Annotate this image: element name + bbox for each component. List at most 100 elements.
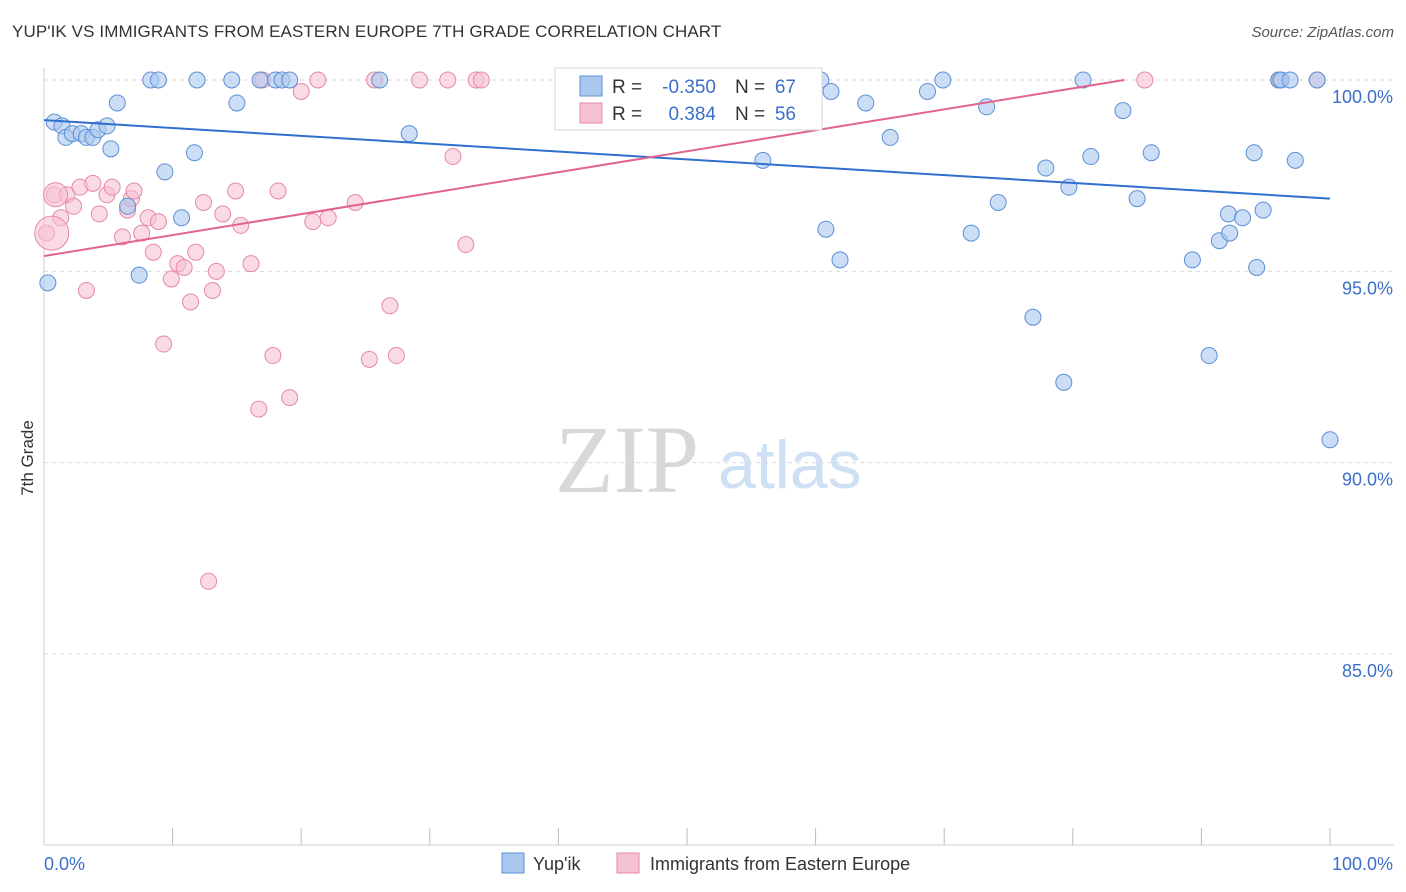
immigrants-trend-line — [43, 79, 1125, 258]
y-axis-tick-labels: 100.0% 95.0% 90.0% 85.0% — [1332, 87, 1393, 681]
stats-r-value-yupik: -0.350 — [662, 77, 716, 98]
immigrants-point-34 — [269, 182, 287, 200]
yupik-point-61 — [1254, 201, 1272, 219]
yupik-point-57 — [1221, 224, 1239, 242]
immigrants-point-24 — [187, 243, 205, 261]
y-tick-label-2: 90.0% — [1342, 470, 1393, 490]
yupik-point-37 — [857, 94, 875, 112]
stats-n-label-yupik: N = — [735, 77, 765, 98]
x-axis-ticks — [172, 828, 1331, 845]
immigrants-point-39 — [319, 209, 337, 227]
immigrants-point-22 — [175, 259, 193, 277]
immigrants-point-36 — [292, 82, 310, 100]
yupik-point-35 — [822, 82, 840, 100]
immigrants-point-48 — [457, 236, 475, 254]
stats-n-label-immigrants: N = — [735, 104, 765, 125]
immigrants-point-43 — [381, 297, 399, 315]
yupik-point-46 — [1055, 373, 1073, 391]
immigrants-point-32 — [250, 400, 268, 418]
immigrants-point-18 — [149, 213, 167, 231]
immigrants-point-28 — [214, 205, 232, 223]
yupik-point-58 — [1234, 209, 1252, 227]
yupik-point-20 — [223, 71, 241, 89]
immigrants-point-19 — [155, 335, 173, 353]
yupik-point-25 — [281, 71, 299, 89]
yupik-point-56 — [1219, 205, 1237, 223]
immigrants-point-46 — [439, 71, 457, 89]
immigrants-point-23 — [182, 293, 200, 311]
yupik-trend-line — [43, 119, 1331, 200]
yupik-point-16 — [156, 163, 174, 181]
yupik-point-59 — [1245, 144, 1263, 162]
yupik-point-34 — [817, 220, 835, 238]
immigrants-point-7 — [84, 174, 102, 192]
yupik-point-53 — [1183, 251, 1201, 269]
stats-n-value-yupik: 67 — [775, 77, 796, 98]
yupik-point-13 — [130, 266, 148, 284]
immigrants-point-47 — [444, 148, 462, 166]
yupik-point-12 — [119, 197, 137, 215]
immigrants-point-10 — [103, 178, 121, 196]
y-axis-label: 7th Grade — [18, 420, 37, 496]
immigrants-point-50 — [472, 71, 490, 89]
yupik-point-21 — [228, 94, 246, 112]
stats-swatch-yupik — [579, 75, 603, 97]
stats-r-label-yupik: R = — [612, 77, 642, 98]
yupik-point-43 — [989, 193, 1007, 211]
yupik-point-64 — [1281, 71, 1299, 89]
trend-lines — [43, 79, 1331, 258]
immigrants-point-27 — [207, 262, 225, 280]
yupik-point-67 — [1321, 431, 1339, 449]
immigrants-point-17 — [144, 243, 162, 261]
yupik-point-9 — [98, 117, 116, 135]
yupik-point-19 — [188, 71, 206, 89]
immigrants-point-40 — [346, 193, 364, 211]
x-tick-label-0: 0.0% — [44, 854, 85, 874]
yupik-point-45 — [1037, 159, 1055, 177]
immigrants-big-point-1 — [43, 182, 69, 208]
yupik-point-49 — [1082, 148, 1100, 166]
x-tick-label-1: 100.0% — [1332, 854, 1393, 874]
immigrants-point-11 — [113, 228, 131, 246]
yupik-point-0 — [39, 274, 57, 292]
yupik-point-36 — [831, 251, 849, 269]
yupik-point-15 — [149, 71, 167, 89]
y-tick-label-1: 95.0% — [1342, 278, 1393, 298]
immigrants-point-44 — [387, 347, 405, 365]
grid-lines — [44, 79, 1394, 655]
immigrants-point-20 — [162, 270, 180, 288]
x-axis-tick-labels: 0.0% 100.0% — [44, 854, 1393, 874]
immigrants-point-55 — [200, 572, 218, 590]
immigrants-point-14 — [125, 182, 143, 200]
yupik-point-52 — [1142, 144, 1160, 162]
watermark-atlas: atlas — [718, 427, 862, 503]
stats-n-value-immigrants: 56 — [775, 104, 796, 125]
immigrants-point-26 — [203, 281, 221, 299]
immigrants-point-33 — [264, 347, 282, 365]
immigrants-point-25 — [194, 193, 212, 211]
yupik-point-41 — [962, 224, 980, 242]
yupik-point-27 — [400, 125, 418, 143]
immigrants-point-37 — [304, 213, 322, 231]
immigrants-point-35 — [281, 389, 299, 407]
yupik-point-22 — [251, 71, 269, 89]
stats-r-value-immigrants: 0.384 — [668, 104, 716, 125]
immigrants-point-29 — [227, 182, 245, 200]
yupik-point-50 — [1114, 102, 1132, 120]
legend: Yup'ik Immigrants from Eastern Europe — [501, 852, 910, 874]
watermark-zip: ZIP — [555, 406, 699, 513]
y-tick-label-0: 100.0% — [1332, 87, 1393, 107]
immigrants-point-31 — [242, 255, 260, 273]
immigrants-big-point-0 — [34, 215, 70, 251]
legend-label-immigrants: Immigrants from Eastern Europe — [650, 854, 910, 874]
immigrants-point-51 — [1136, 71, 1154, 89]
immigrants-point-38 — [309, 71, 327, 89]
yupik-point-60 — [1248, 259, 1266, 277]
yupik-point-38 — [881, 128, 899, 146]
yupik-point-65 — [1286, 151, 1304, 169]
stats-r-label-immigrants: R = — [612, 104, 642, 125]
immigrants-point-4 — [65, 197, 83, 215]
immigrants-point-6 — [77, 281, 95, 299]
yupik-point-17 — [173, 209, 191, 227]
